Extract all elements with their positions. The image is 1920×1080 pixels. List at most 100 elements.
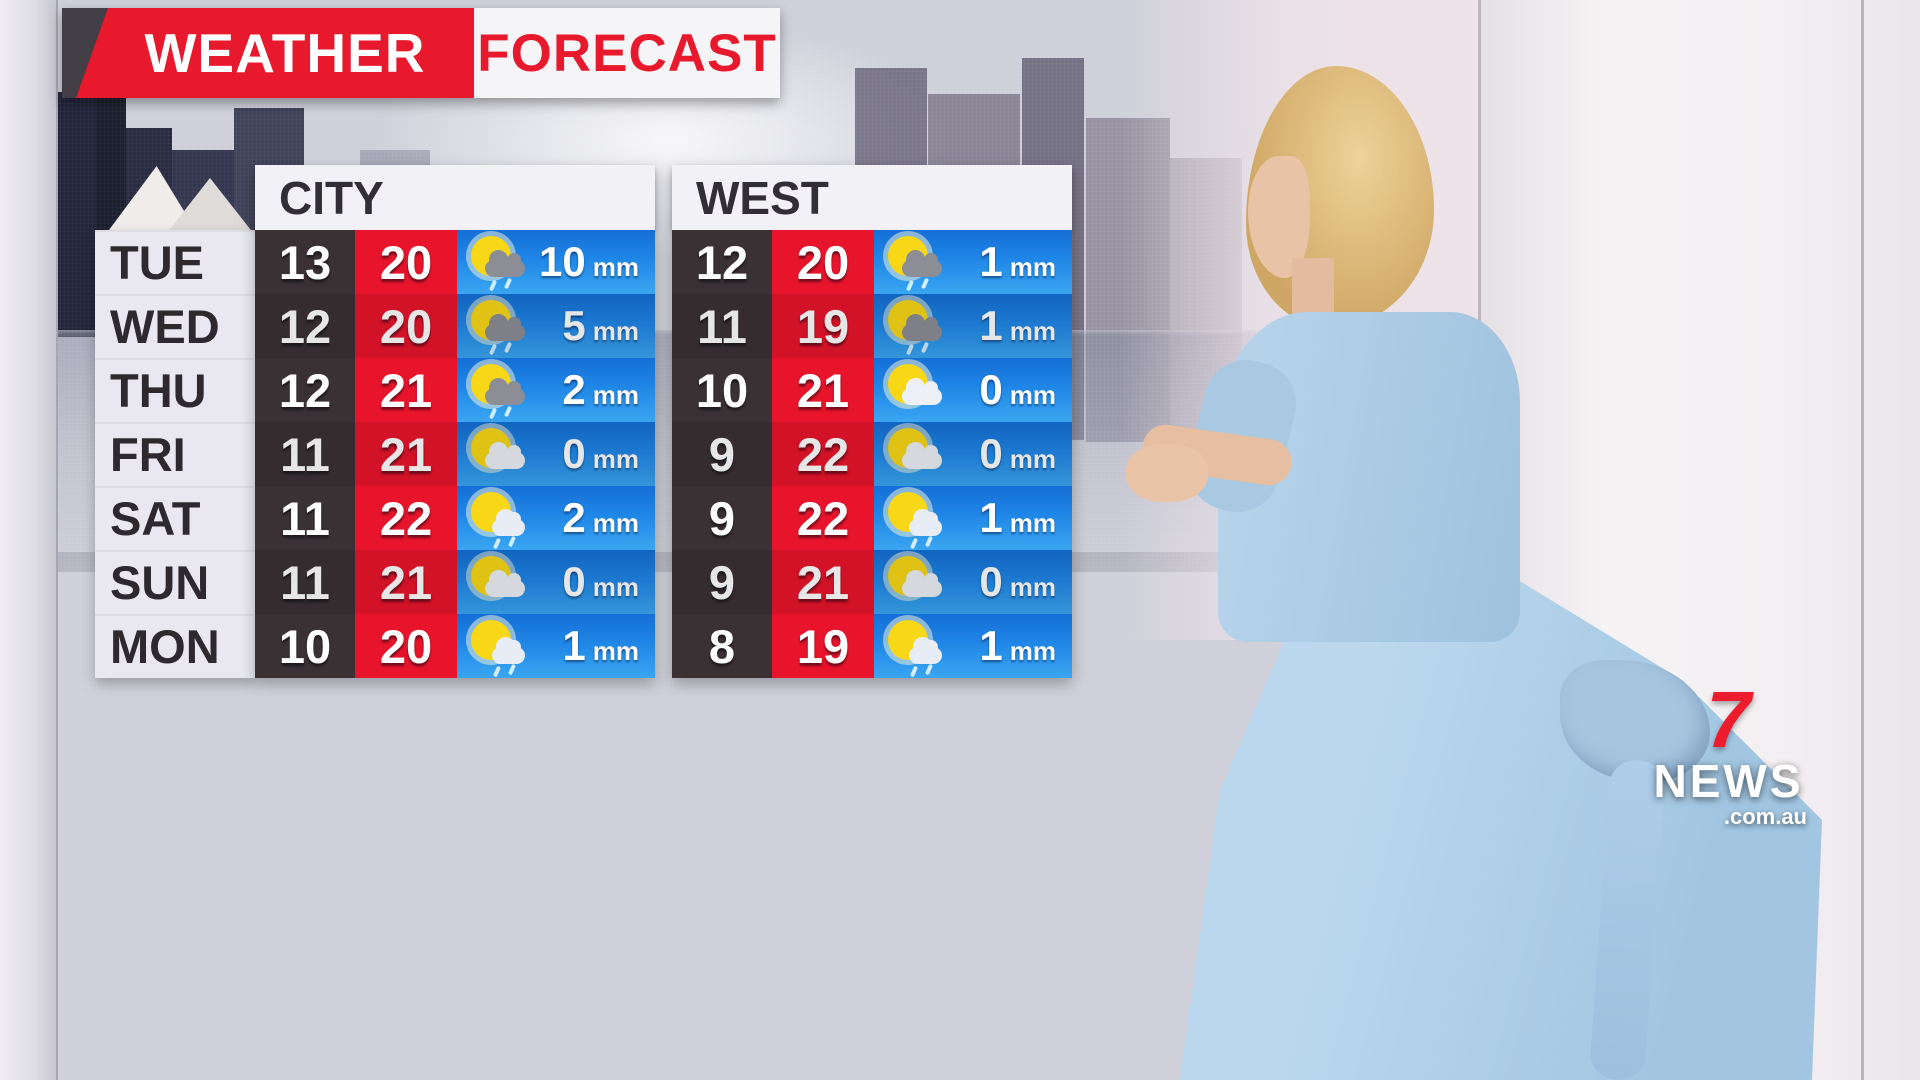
min-temp-cell: 10 — [672, 358, 772, 422]
rain-amount: 1 — [979, 302, 1003, 349]
rain-drops-icon — [912, 666, 942, 678]
rainfall-value: 2 mm — [562, 494, 639, 542]
rain-amount: 10 — [539, 238, 586, 285]
max-temp-cell: 21 — [355, 422, 457, 486]
rain-unit: mm — [592, 636, 639, 666]
seven-network-icon: 7 — [1706, 675, 1751, 764]
rain-amount: 1 — [979, 238, 1003, 285]
forecast-row: 12 20 5 mm — [255, 294, 655, 358]
min-temp-cell: 11 — [255, 486, 355, 550]
forecast-row: 9 22 1 mm — [672, 486, 1072, 550]
rain-unit: mm — [1009, 316, 1056, 346]
rain-cell: 2 mm — [457, 486, 655, 550]
max-temp-cell: 21 — [355, 358, 457, 422]
rain-cell: 1 mm — [874, 486, 1072, 550]
rain-drops-icon — [495, 538, 525, 550]
day-label: TUE — [95, 230, 255, 294]
presenter-face — [1248, 156, 1310, 278]
rainfall-value: 0 mm — [979, 366, 1056, 414]
rain-cell: 10 mm — [457, 230, 655, 294]
city-forecast-table: CITY 13 20 10 mm 12 20 5 mm 12 21 — [255, 165, 655, 678]
rain-amount: 0 — [979, 430, 1003, 477]
rainfall-value: 0 mm — [979, 558, 1056, 606]
rainfall-value: 0 mm — [979, 430, 1056, 478]
banner-weather-label: WEATHER — [144, 22, 426, 84]
rain-cell: 0 mm — [457, 550, 655, 614]
day-label: SUN — [95, 550, 255, 614]
studio-panel-left — [0, 0, 58, 1080]
rain-amount: 0 — [979, 558, 1003, 605]
forecast-row: 12 21 2 mm — [255, 358, 655, 422]
max-temp-cell: 22 — [355, 486, 457, 550]
min-temp-cell: 10 — [255, 614, 355, 678]
rain-cell: 5 mm — [457, 294, 655, 358]
cloud-icon — [902, 442, 942, 469]
rain-cell: 2 mm — [457, 358, 655, 422]
day-label: MON — [95, 614, 255, 678]
max-temp-cell: 20 — [772, 230, 874, 294]
weather-icon — [469, 362, 533, 418]
rain-cell: 0 mm — [457, 422, 655, 486]
min-temp-cell: 9 — [672, 486, 772, 550]
min-temp-cell: 11 — [255, 550, 355, 614]
rain-unit: mm — [1009, 508, 1056, 538]
forecast-row: 9 22 0 mm — [672, 422, 1072, 486]
rain-amount: 1 — [979, 494, 1003, 541]
rain-amount: 2 — [562, 494, 586, 541]
rain-drops-icon — [491, 280, 521, 292]
weather-icon — [886, 426, 950, 482]
rain-amount: 1 — [562, 622, 586, 669]
rainfall-value: 0 mm — [562, 430, 639, 478]
min-temp-cell: 11 — [672, 294, 772, 358]
rain-amount: 0 — [979, 366, 1003, 413]
weather-icon — [469, 298, 533, 354]
max-temp-cell: 20 — [355, 230, 457, 294]
weather-icon — [886, 554, 950, 610]
min-temp-cell: 12 — [672, 230, 772, 294]
cloud-icon — [902, 314, 942, 341]
seven-news-logo: 7 NEWS .com.au — [1646, 675, 1811, 830]
day-label: FRI — [95, 422, 255, 486]
rainfall-value: 0 mm — [562, 558, 639, 606]
min-temp-cell: 9 — [672, 422, 772, 486]
rainfall-value: 2 mm — [562, 366, 639, 414]
weather-icon — [886, 362, 950, 418]
cloud-icon — [485, 250, 525, 277]
cloud-icon — [485, 314, 525, 341]
rain-unit: mm — [592, 380, 639, 410]
cloud-icon — [902, 570, 942, 597]
weather-icon — [469, 234, 533, 290]
rain-cell: 0 mm — [874, 550, 1072, 614]
rain-unit: mm — [592, 316, 639, 346]
forecast-row: 10 20 1 mm — [255, 614, 655, 678]
cloud-icon — [902, 250, 942, 277]
day-label: WED — [95, 294, 255, 358]
opera-house-sail — [166, 178, 254, 234]
min-temp-cell: 8 — [672, 614, 772, 678]
weather-icon — [886, 618, 950, 674]
weather-icon — [886, 490, 950, 546]
rain-drops-icon — [908, 344, 938, 356]
cloud-icon — [485, 570, 525, 597]
cloud-icon — [909, 637, 942, 664]
cloud-icon — [492, 509, 525, 536]
rain-unit: mm — [1009, 636, 1056, 666]
cloud-icon — [902, 378, 942, 405]
rainfall-value: 1 mm — [979, 494, 1056, 542]
forecast-row: 8 19 1 mm — [672, 614, 1072, 678]
rain-unit: mm — [592, 444, 639, 474]
weather-icon — [469, 554, 533, 610]
rain-unit: mm — [1009, 572, 1056, 602]
cloud-icon — [909, 509, 942, 536]
rain-cell: 0 mm — [874, 422, 1072, 486]
west-table-title: WEST — [672, 165, 1072, 230]
rain-drops-icon — [495, 666, 525, 678]
max-temp-cell: 19 — [772, 294, 874, 358]
forecast-row: 10 21 0 mm — [672, 358, 1072, 422]
rain-cell: 1 mm — [457, 614, 655, 678]
rain-amount: 2 — [562, 366, 586, 413]
cloud-icon — [485, 378, 525, 405]
forecast-row: 11 22 2 mm — [255, 486, 655, 550]
rain-unit: mm — [592, 508, 639, 538]
max-temp-cell: 21 — [772, 358, 874, 422]
